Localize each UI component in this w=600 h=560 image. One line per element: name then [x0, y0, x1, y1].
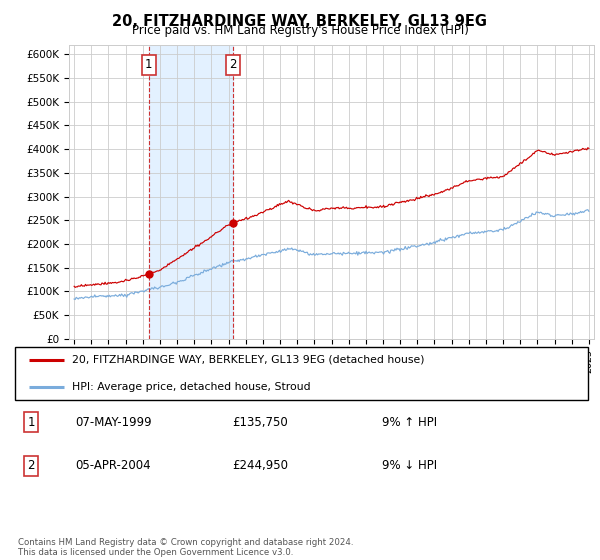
Text: 20, FITZHARDINGE WAY, BERKELEY, GL13 9EG: 20, FITZHARDINGE WAY, BERKELEY, GL13 9EG [113, 14, 487, 29]
Text: 20, FITZHARDINGE WAY, BERKELEY, GL13 9EG (detached house): 20, FITZHARDINGE WAY, BERKELEY, GL13 9EG… [73, 355, 425, 365]
Bar [149, 45, 233, 339]
Text: Contains HM Land Registry data © Crown copyright and database right 2024.
This d: Contains HM Land Registry data © Crown c… [18, 538, 353, 557]
Text: 9% ↓ HPI: 9% ↓ HPI [382, 459, 437, 472]
Text: 07-MAY-1999: 07-MAY-1999 [75, 416, 152, 429]
FancyBboxPatch shape [15, 347, 588, 400]
Text: 1: 1 [145, 58, 152, 71]
Text: £135,750: £135,750 [233, 416, 289, 429]
Text: 1: 1 [27, 416, 35, 429]
Text: 9% ↑ HPI: 9% ↑ HPI [382, 416, 437, 429]
Text: HPI: Average price, detached house, Stroud: HPI: Average price, detached house, Stro… [73, 381, 311, 391]
Text: 2: 2 [27, 459, 35, 472]
Text: 2: 2 [229, 58, 236, 71]
Text: 05-APR-2004: 05-APR-2004 [75, 459, 151, 472]
Text: Price paid vs. HM Land Registry's House Price Index (HPI): Price paid vs. HM Land Registry's House … [131, 24, 469, 37]
Text: £244,950: £244,950 [233, 459, 289, 472]
